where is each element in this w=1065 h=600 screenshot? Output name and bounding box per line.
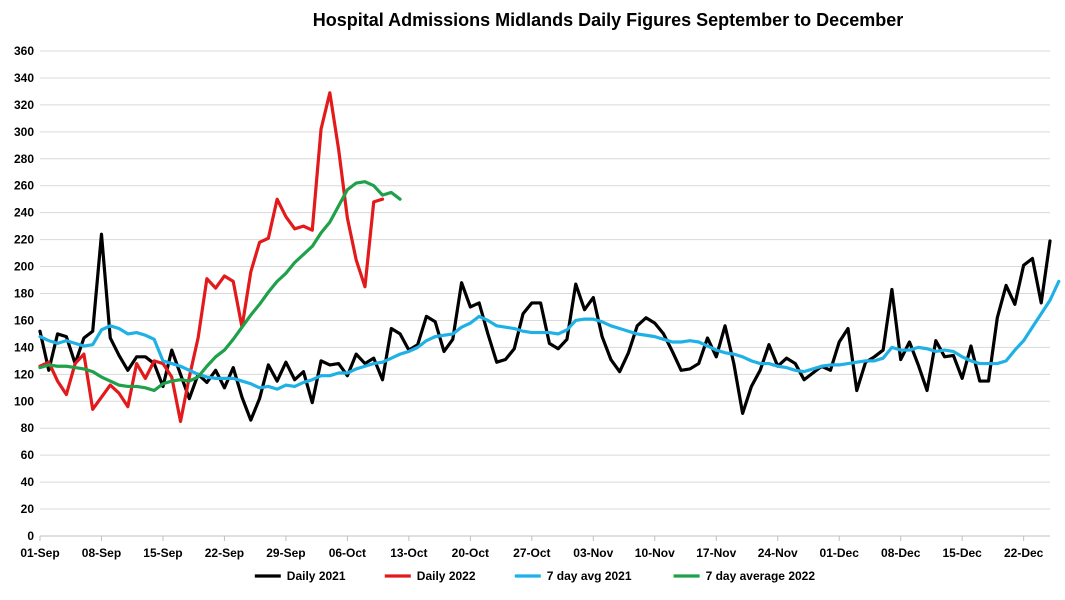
legend-label: Daily 2021 xyxy=(287,569,346,583)
x-tick-label: 15-Dec xyxy=(942,546,982,560)
y-tick-label: 120 xyxy=(14,367,34,381)
x-tick-label: 06-Oct xyxy=(329,546,366,560)
y-tick-label: 140 xyxy=(14,340,34,354)
x-tick-label: 20-Oct xyxy=(452,546,489,560)
y-axis-ticks: 0 20 40 60 80 100 120 140 160 180 200 220 240 260 280 3… xyxy=(14,44,34,543)
gridlines xyxy=(40,50,1050,537)
x-tick-label: 22-Dec xyxy=(1004,546,1044,560)
y-tick-label: 200 xyxy=(14,260,34,274)
y-tick-label: 160 xyxy=(14,313,34,327)
y-tick-label: 80 xyxy=(21,421,35,435)
x-tick-label: 17-Nov xyxy=(696,546,736,560)
y-tick-label: 60 xyxy=(21,448,35,462)
x-tick-label: 10-Nov xyxy=(635,546,675,560)
legend-item: Daily 2022 xyxy=(384,569,476,583)
y-tick-label: 240 xyxy=(14,206,34,220)
series-line-daily-2022 xyxy=(38,91,385,424)
series-lines xyxy=(38,91,1061,424)
legend-label: Daily 2022 xyxy=(417,569,476,583)
y-tick-label: 300 xyxy=(14,125,34,139)
chart-title: Hospital Admissions Midlands Daily Figur… xyxy=(313,10,903,30)
legend-label: 7 day avg 2021 xyxy=(547,569,632,583)
series-line-7-day-avg-2021 xyxy=(38,279,1061,391)
legend-item: Daily 2021 xyxy=(254,569,346,583)
series-line-7-day-average-2022 xyxy=(38,180,402,393)
legend-item: 7 day average 2022 xyxy=(673,569,816,583)
x-tick-label: 29-Sep xyxy=(266,546,305,560)
y-tick-label: 260 xyxy=(14,179,34,193)
y-tick-label: 280 xyxy=(14,152,34,166)
x-axis-ticks: 01-Sep 08-Sep 15-Sep 22-Sep 29-Sep 06-Oct 13-O… xyxy=(20,536,1044,560)
x-tick-label: 03-Nov xyxy=(573,546,613,560)
x-tick-label: 01-Sep xyxy=(20,546,59,560)
series-line-daily-2021 xyxy=(38,232,1052,422)
y-tick-label: 0 xyxy=(27,529,34,543)
x-tick-label: 24-Nov xyxy=(758,546,798,560)
legend-label: 7 day average 2022 xyxy=(706,569,816,583)
x-tick-label: 15-Sep xyxy=(143,546,182,560)
y-tick-label: 100 xyxy=(14,394,34,408)
x-tick-label: 08-Dec xyxy=(881,546,921,560)
legend: Daily 2021 Daily 2022 7 day avg 2021 7 day … xyxy=(254,569,816,583)
y-tick-label: 40 xyxy=(21,475,35,489)
x-tick-label: 27-Oct xyxy=(513,546,550,560)
y-tick-label: 320 xyxy=(14,98,34,112)
legend-item: 7 day avg 2021 xyxy=(514,569,632,583)
y-tick-label: 360 xyxy=(14,44,34,58)
x-tick-label: 01-Dec xyxy=(820,546,860,560)
x-tick-label: 08-Sep xyxy=(82,546,121,560)
y-tick-label: 180 xyxy=(14,287,34,301)
y-tick-label: 20 xyxy=(21,502,35,516)
y-tick-label: 340 xyxy=(14,71,34,85)
x-tick-label: 13-Oct xyxy=(390,546,427,560)
x-tick-label: 22-Sep xyxy=(205,546,244,560)
y-tick-label: 220 xyxy=(14,233,34,247)
